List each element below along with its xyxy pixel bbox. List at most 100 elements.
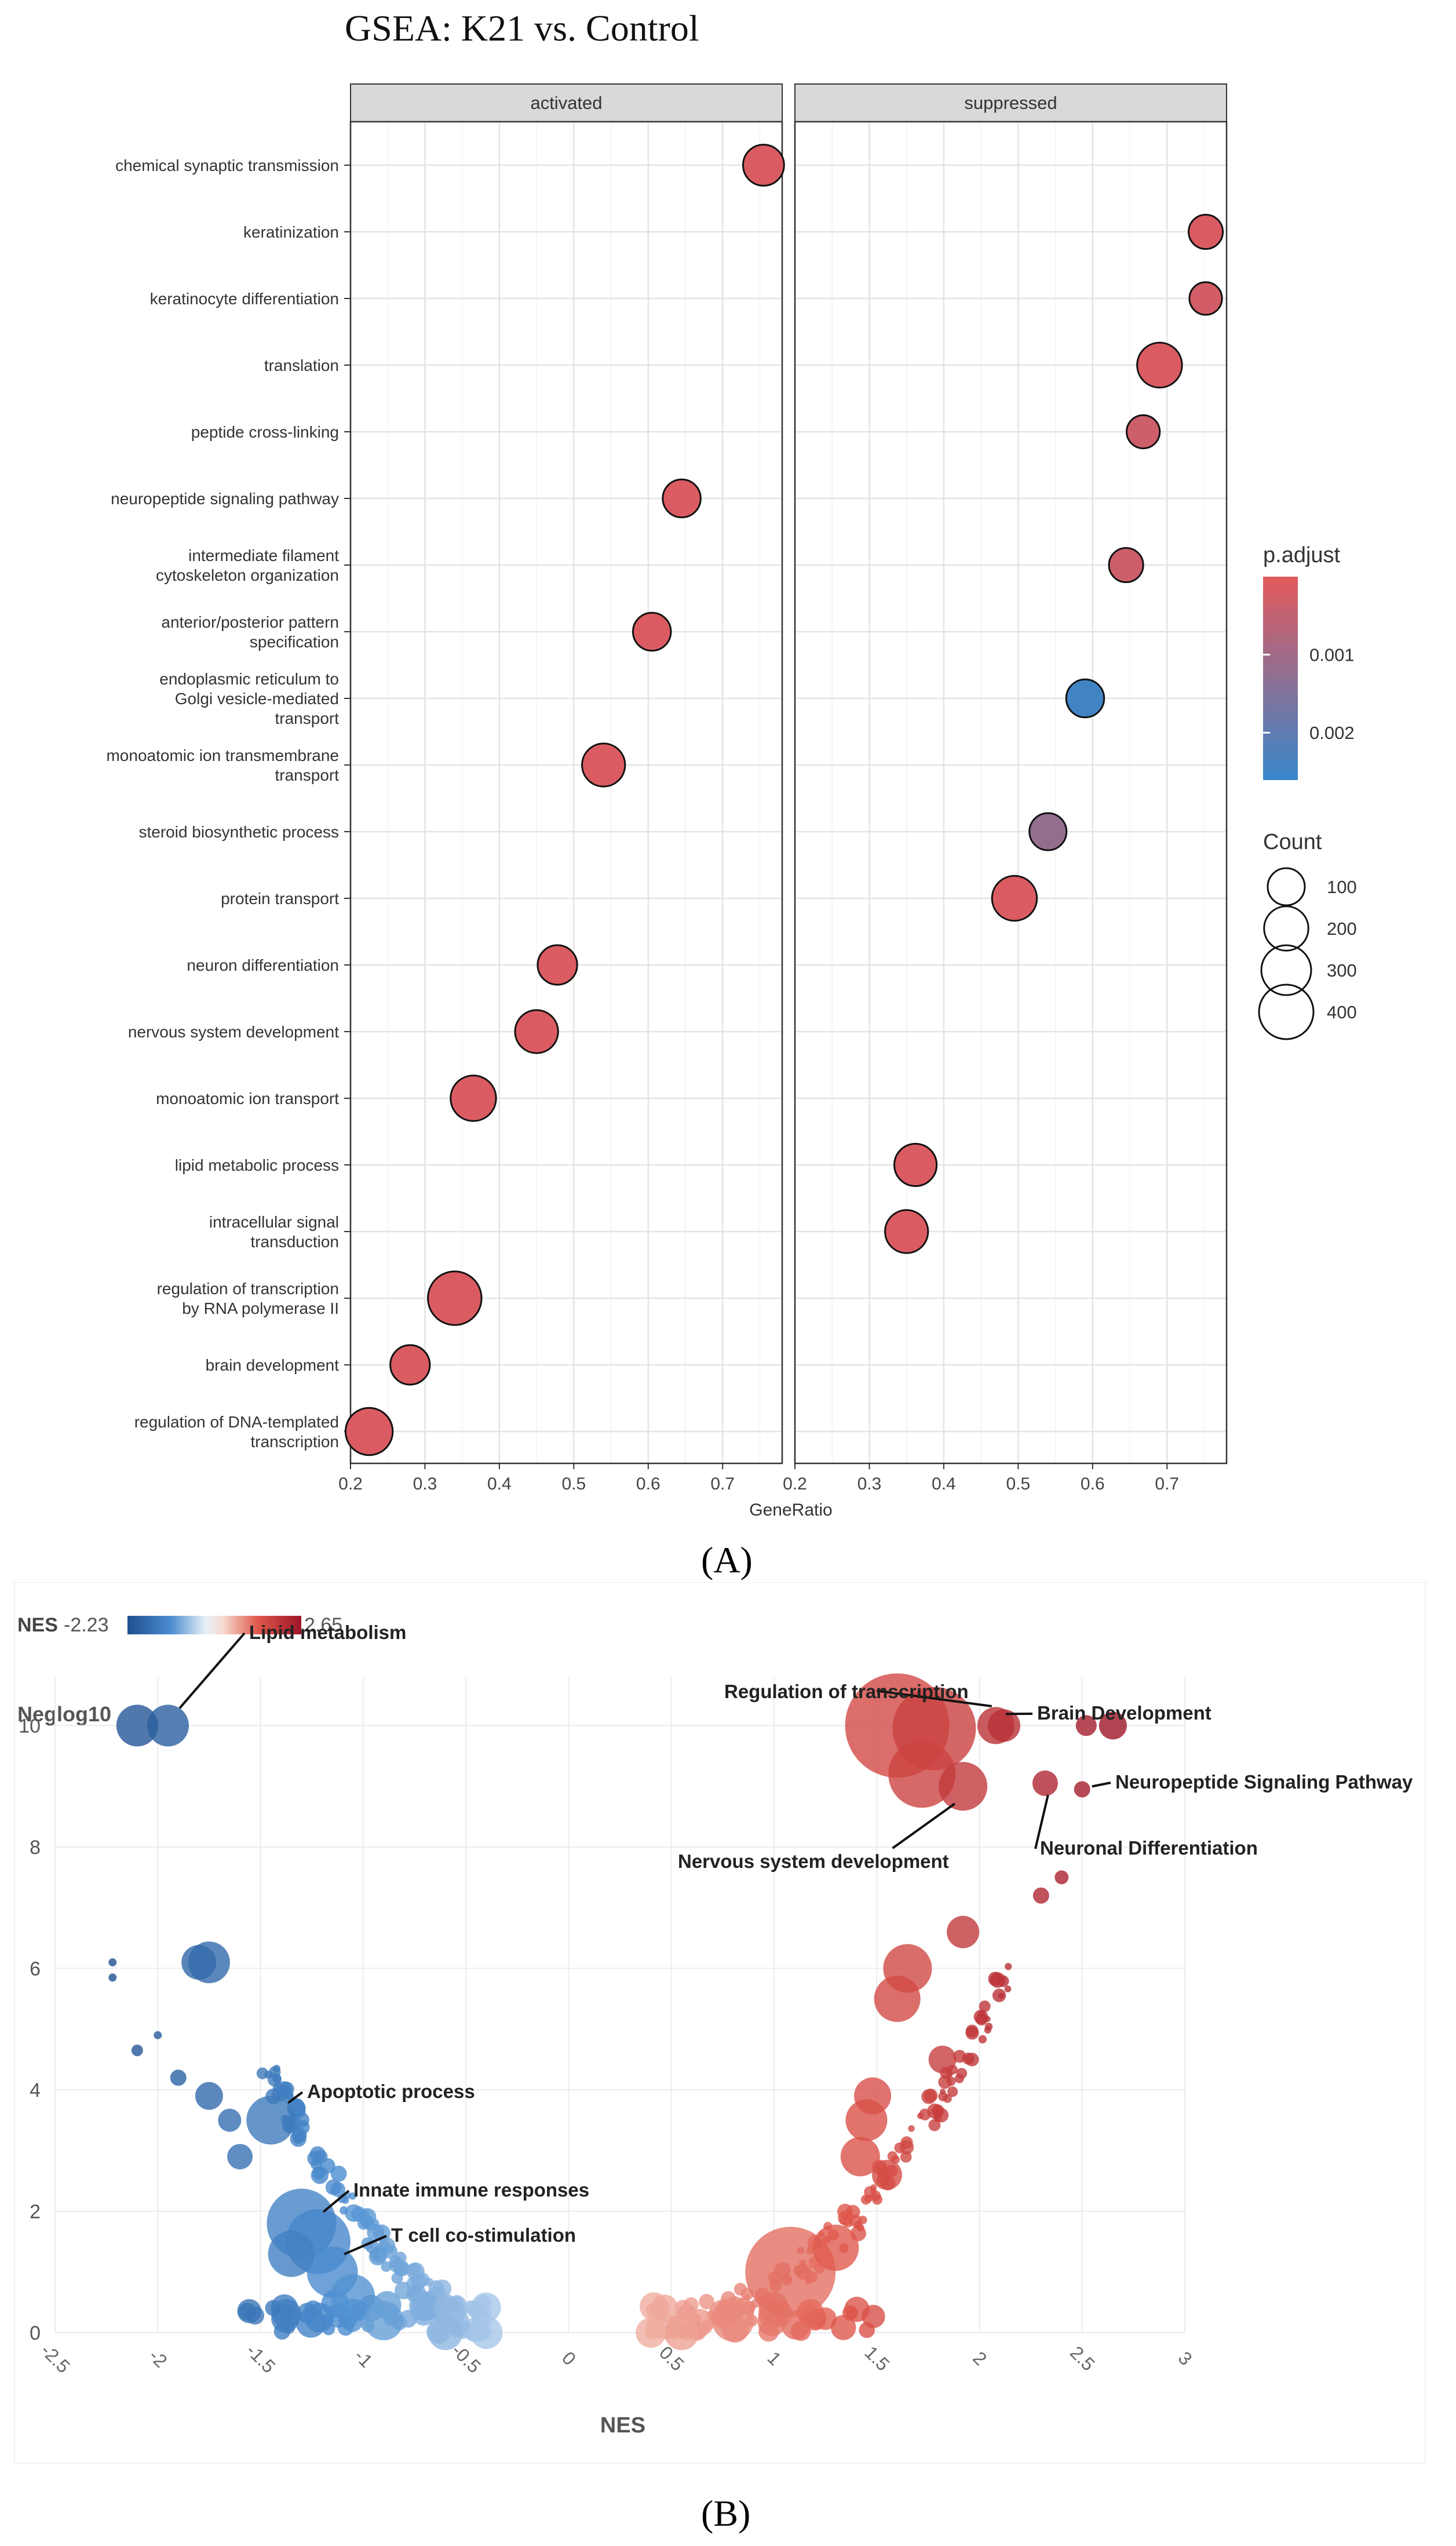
y-label: chemical synaptic transmission — [115, 156, 339, 174]
colorbar-label: NES — [17, 1614, 58, 1636]
annotation-label: Innate immune responses — [353, 2179, 589, 2201]
annotation-leader — [287, 2091, 304, 2104]
annotation-label: Brain Development — [1037, 1702, 1211, 1724]
bubble-point — [108, 1973, 117, 1982]
bubble-point — [411, 2284, 421, 2294]
x-tick-label: 0.6 — [1081, 1474, 1105, 1494]
bubble-point — [978, 2035, 987, 2044]
annotation-leader — [322, 2190, 350, 2213]
y-tick-label: 4 — [30, 2079, 41, 2101]
bubble-point — [268, 2230, 315, 2277]
legend-color-bar — [1263, 698, 1298, 706]
bubble-point — [311, 2166, 329, 2184]
x-tick-label: 0.7 — [1155, 1474, 1179, 1494]
bubble-point — [309, 2146, 326, 2162]
bubble-point — [337, 2194, 347, 2203]
y-label: anterior/posterior pattern specification — [161, 613, 339, 651]
facet-strip-suppressed — [794, 83, 1227, 122]
y-tick-label: 2 — [30, 2201, 41, 2223]
chart-a-xlabel: GeneRatio — [749, 1500, 832, 1520]
bubble-point — [373, 2253, 381, 2260]
bubble-point — [839, 2217, 847, 2225]
bubble-point — [395, 2252, 407, 2264]
dot-point — [1188, 281, 1223, 316]
bubble-point — [651, 2294, 678, 2322]
bubble-point — [131, 2044, 143, 2056]
bubble-point — [363, 2215, 373, 2225]
dot-point — [632, 611, 672, 652]
bubble-point — [854, 2077, 892, 2115]
y-label: peptide cross-linking — [191, 423, 339, 441]
annotation-leader — [876, 1689, 992, 1707]
y-label: monoatomic ion transmembrane transport — [106, 746, 339, 784]
legend-color-bar — [1263, 759, 1298, 767]
bubble-point — [293, 2133, 304, 2144]
bubble-point — [428, 2315, 463, 2350]
y-label: keratinocyte differentiation — [150, 290, 339, 308]
facet-label-activated: activated — [530, 93, 602, 113]
bubble-point — [1099, 1711, 1127, 1740]
legend-size-circle — [1260, 944, 1312, 996]
bubble-point — [475, 2294, 492, 2311]
bubble-point — [871, 2159, 902, 2190]
dot-point — [884, 1209, 929, 1254]
bubble-point — [1074, 1781, 1090, 1798]
legend-color-bar — [1263, 719, 1298, 726]
y-label: intracellular signal transduction — [209, 1213, 339, 1251]
legend-size-label: 400 — [1327, 1002, 1357, 1022]
bubble-point — [407, 2263, 421, 2277]
annotation-label: Neuronal Differentiation — [1040, 1837, 1258, 1859]
bubble-point — [267, 2073, 282, 2087]
dot-point — [514, 1009, 559, 1054]
bubble-point — [1032, 1770, 1058, 1796]
bubble-point — [965, 2024, 979, 2038]
legend-color-bar — [1263, 597, 1298, 604]
legend-color-bar — [1263, 725, 1298, 733]
legend-color-bar — [1263, 732, 1298, 740]
dot-point — [450, 1075, 497, 1122]
y-label: protein transport — [221, 890, 339, 908]
legend-color-bar — [1263, 684, 1298, 693]
y-tick-label: 10 — [19, 1715, 41, 1737]
bubble-point — [840, 2137, 880, 2177]
legend-color-bar — [1263, 752, 1298, 760]
legend-color-bar — [1263, 603, 1298, 611]
dot-point — [389, 1344, 431, 1386]
bubble-point — [928, 2119, 941, 2132]
x-tick-label: 0.2 — [783, 1474, 807, 1494]
bubble-point — [1004, 1985, 1012, 1993]
legend-size-title: Count — [1263, 830, 1322, 854]
bubble-point — [888, 1740, 956, 1808]
bubble-point — [947, 1915, 980, 1948]
y-tick-label: 6 — [30, 1958, 41, 1980]
dot-point — [537, 944, 578, 986]
x-tick-label: 0.6 — [636, 1474, 661, 1494]
bubble-point — [846, 2307, 858, 2319]
dot-point — [991, 875, 1038, 922]
bubble-point — [349, 2192, 356, 2200]
facet-panel-activated — [351, 122, 782, 1463]
bubble-point — [998, 1993, 1005, 1999]
bubble-point — [147, 1704, 189, 1747]
bubble-point — [946, 2077, 956, 2086]
y-label: intermediate filament cytoskeleton organi… — [156, 547, 339, 584]
bubble-point — [1054, 1870, 1069, 1885]
legend-color-bar — [1263, 577, 1298, 584]
bubble-point — [874, 1975, 921, 2022]
dot-point — [1126, 414, 1161, 450]
bubble-point — [979, 2000, 991, 2012]
legend-color-tick-label: 0.002 — [1309, 723, 1355, 743]
dot-point — [1187, 213, 1224, 250]
bubble-point — [295, 2107, 306, 2117]
x-tick-label: 0.2 — [338, 1474, 363, 1494]
bubble-point — [325, 2179, 341, 2195]
annotation-label: Apoptotic process — [307, 2081, 475, 2102]
legend-color-tick-label: 0.001 — [1309, 645, 1355, 665]
dot-point — [1028, 812, 1068, 851]
annotation-leader — [344, 2235, 387, 2256]
annotation-label: Regulation of transcription — [724, 1681, 969, 1702]
facet-panel-suppressed — [795, 122, 1227, 1463]
annotation-leader — [1034, 1794, 1049, 1849]
legend-color-bar — [1263, 691, 1298, 699]
legend-size-label: 300 — [1327, 960, 1357, 981]
